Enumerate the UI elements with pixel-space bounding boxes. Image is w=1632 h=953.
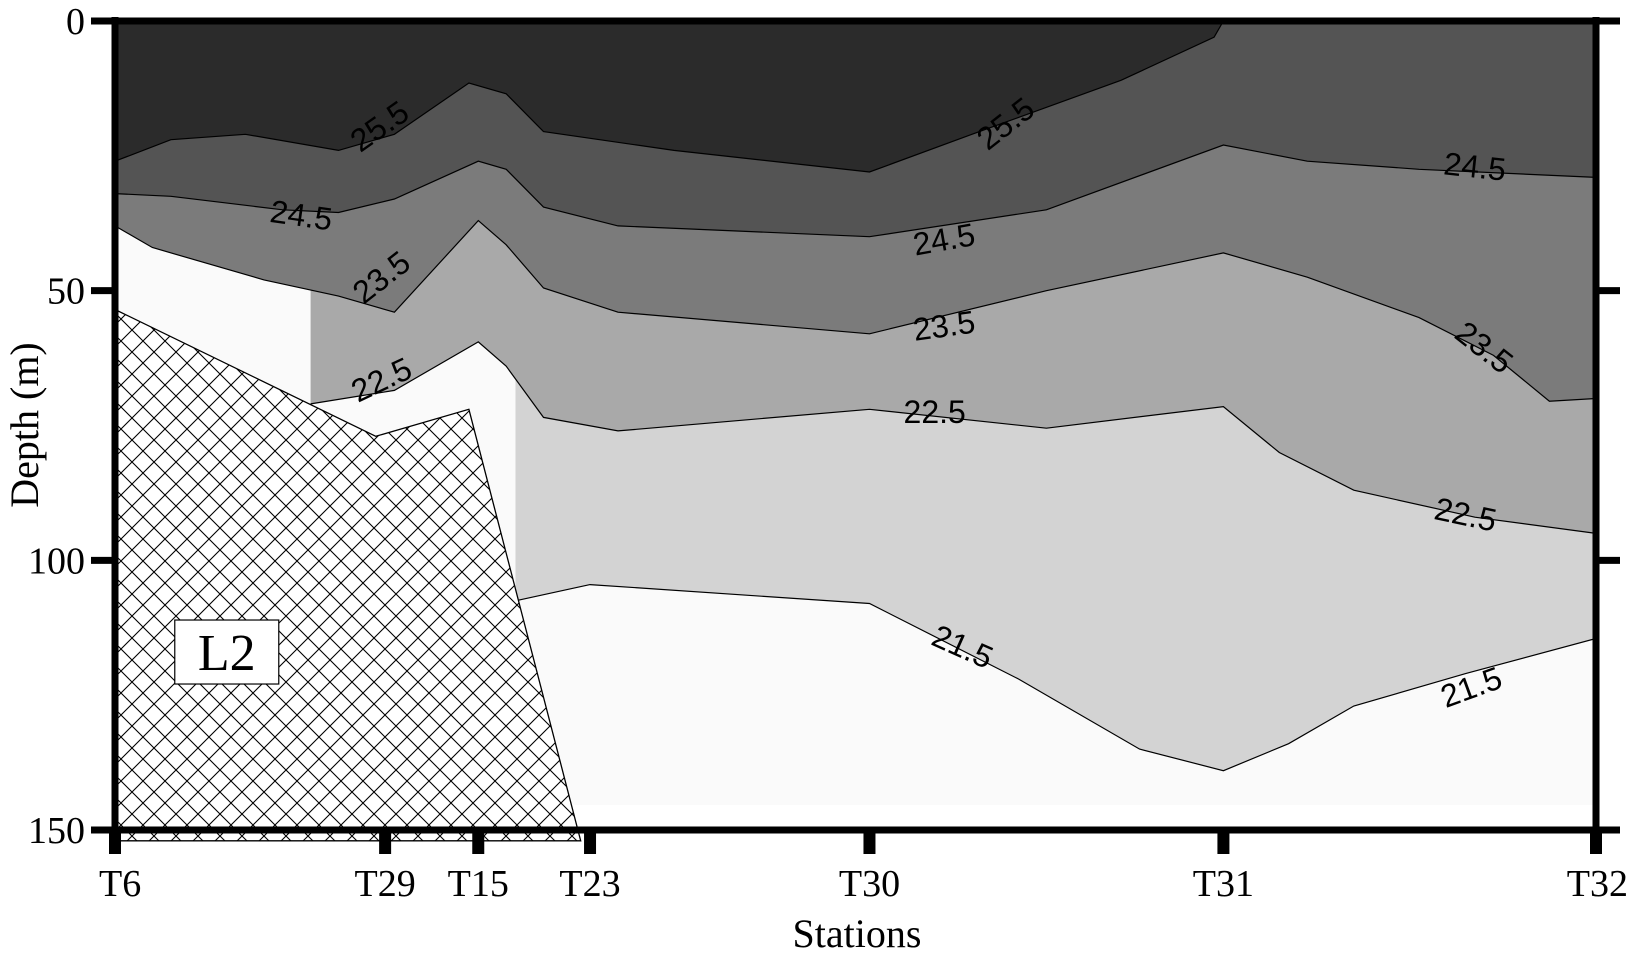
x-axis-title: Stations xyxy=(793,911,922,953)
isoline-25.5 xyxy=(114,21,1224,173)
x-tick-label-T30: T30 xyxy=(839,863,900,905)
contour-label-22.5: 22.5 xyxy=(904,394,966,430)
contour-band-above-25.5 xyxy=(115,21,1224,172)
y-tick-label-50: 50 xyxy=(47,271,85,313)
contour-label-24.5: 24.5 xyxy=(1442,145,1508,187)
isoline-23.5 xyxy=(114,219,1596,402)
x-tick-label-T31: T31 xyxy=(1193,863,1254,905)
axis-tick-layer: 0 50 100 150 T6 T29 T15 T23 T30 T31 T32 xyxy=(28,1,1628,905)
contour-label-group-23.5: 23.5 xyxy=(911,304,978,348)
contour-label-group-24.5: 24.5 xyxy=(268,193,335,237)
isoline-21.5 xyxy=(515,583,1596,772)
x-tick-label-T15: T15 xyxy=(448,863,509,905)
y-axis-title: Depth (m) xyxy=(2,342,47,508)
contour-label-group-22.5: 22.5 xyxy=(904,394,966,430)
bottom-label: L2 xyxy=(198,625,256,682)
x-tick-label-T6: T6 xyxy=(99,863,141,905)
contour-label-group-24.5: 24.5 xyxy=(1442,145,1508,187)
y-tick-label-0: 0 xyxy=(66,1,85,43)
contour-fill-layer xyxy=(115,21,1596,805)
x-tick-label-T23: T23 xyxy=(559,863,620,905)
isoline-layer xyxy=(114,21,1596,772)
contour-label-23.5: 23.5 xyxy=(911,304,978,348)
x-tick-label-T32: T32 xyxy=(1567,863,1628,905)
contour-label-24.5: 24.5 xyxy=(268,193,335,237)
isoline-24.5 xyxy=(114,144,1596,238)
y-tick-label-100: 100 xyxy=(28,540,85,582)
bottom-label-box xyxy=(174,619,280,685)
x-tick-label-T29: T29 xyxy=(355,863,416,905)
isoline-22.5 xyxy=(310,341,1596,534)
y-tick-label-150: 150 xyxy=(28,810,85,852)
axes-frame xyxy=(111,17,1600,834)
